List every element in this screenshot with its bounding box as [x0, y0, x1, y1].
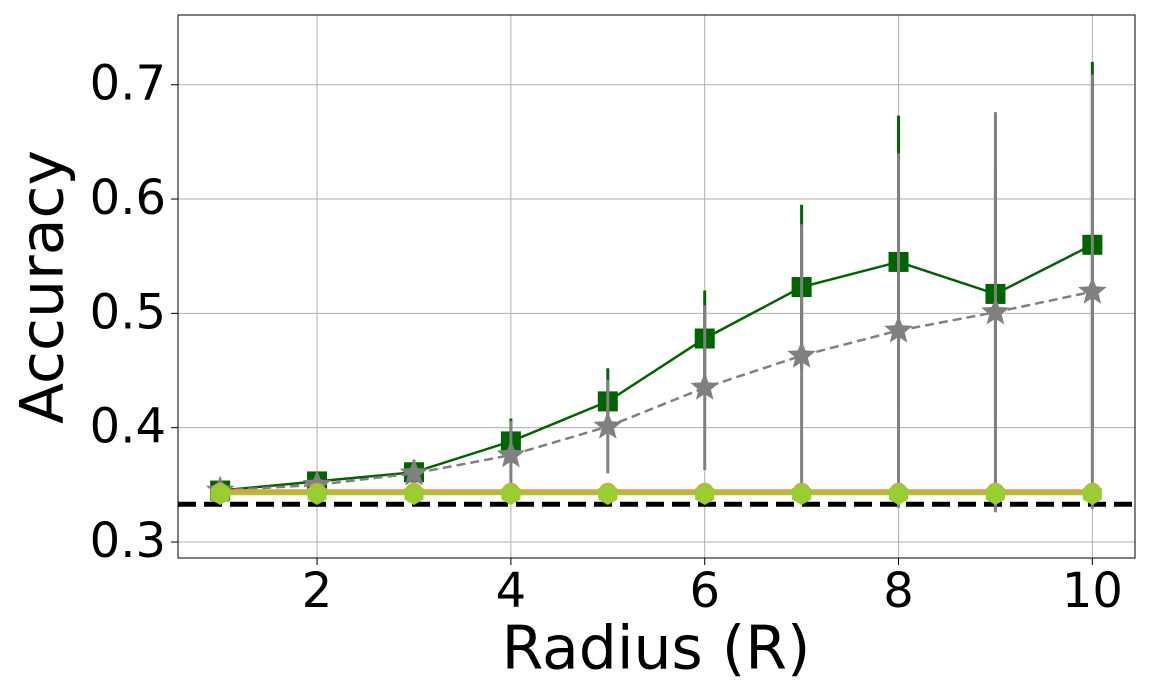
hexagon-marker — [210, 482, 230, 505]
hexagon-marker — [404, 482, 424, 505]
hexagon-marker — [792, 482, 812, 505]
hexagon-marker — [889, 482, 909, 505]
star-marker — [787, 340, 816, 368]
star-marker — [981, 297, 1010, 325]
star-marker — [496, 440, 526, 468]
star-marker — [399, 458, 429, 486]
hexagon-marker — [598, 482, 618, 505]
y-tick-label: 0.5 — [90, 284, 166, 340]
hexagon-marker — [307, 482, 327, 505]
y-tick-label: 0.6 — [90, 170, 166, 226]
star-marker — [593, 411, 623, 439]
star-marker — [1078, 276, 1107, 304]
series-line — [220, 290, 1093, 492]
star-marker — [690, 372, 719, 400]
series-line — [220, 243, 1093, 492]
x-tick-label: 2 — [302, 563, 333, 619]
x-tick-label: 6 — [689, 563, 720, 619]
y-tick-label: 0.3 — [90, 513, 166, 569]
plot-frame — [177, 14, 1136, 559]
hexagon-marker — [695, 482, 715, 505]
y-tick-label: 0.7 — [90, 56, 166, 112]
hexagon-marker — [501, 482, 521, 505]
x-tick-label: 8 — [883, 563, 914, 619]
y-axis-label: Accuracy — [8, 150, 78, 424]
x-tick-label: 4 — [496, 563, 527, 619]
y-tick-label: 0.4 — [90, 399, 166, 455]
hexagon-marker — [985, 482, 1005, 505]
star-marker — [884, 315, 913, 343]
hexagon-marker — [1082, 482, 1102, 505]
x-axis-label: Radius (R) — [502, 614, 811, 684]
x-tick-label: 10 — [1062, 563, 1123, 619]
